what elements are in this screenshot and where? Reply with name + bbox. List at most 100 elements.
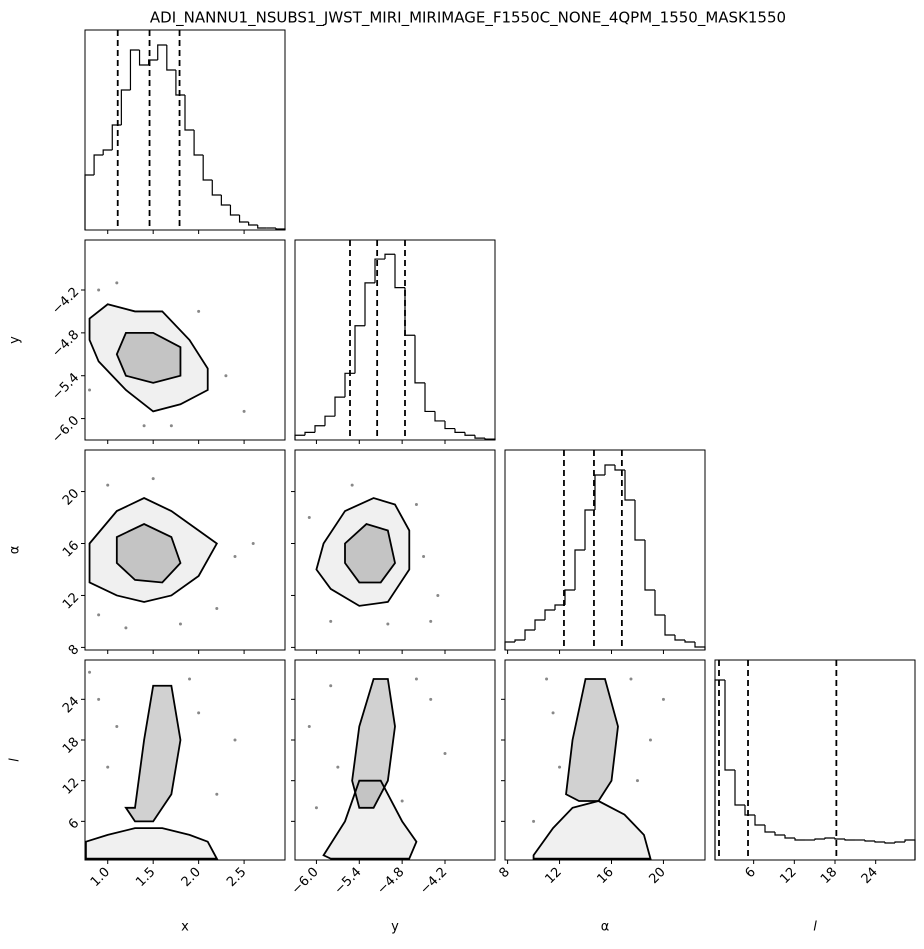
hist-bin [864,840,875,842]
x-tick-label: 24 [859,865,881,887]
x-tick-label: 16 [594,865,616,887]
hist-bin [874,841,885,843]
hist-bin [834,838,845,840]
hist-bin [664,615,675,636]
sample-point [233,738,237,742]
sample-point [400,799,404,803]
hist-bin [354,325,365,374]
sample-point [106,483,110,487]
hist-bin [504,641,515,650]
sample-point [178,622,182,626]
hist-bin [394,254,405,289]
hist-bin [324,415,335,426]
sample-point [242,409,246,413]
sample-point [169,424,173,428]
hist-bin [754,815,765,826]
hist-bin [175,70,185,96]
hist-bin [544,609,555,620]
panel-frame [294,449,496,651]
hist-bin [594,474,605,510]
x-axis-label: y [391,920,399,935]
hist-bin [211,180,222,196]
sample-point [307,724,311,728]
contour [124,684,182,823]
x-tick-label: 2.5 [224,865,249,890]
hist-bin [120,89,131,125]
hist-bin [374,258,385,283]
sample-point [97,697,101,701]
x-tick-label: −4.2 [417,865,450,898]
hist-bin [129,49,140,90]
hist-bin [434,411,445,422]
x-axis-label: α [601,920,610,935]
y-axis-label: α [8,546,23,555]
hist-bin [744,805,755,816]
hist-bin [304,431,315,436]
sample-point [151,477,155,481]
x-axis-label: x [181,920,189,935]
hist-bin [644,540,655,591]
hist-bin [454,428,465,433]
x-tick-label: 2.0 [179,865,204,890]
x-tick-label: 1.5 [133,865,158,890]
hist-bin [674,635,685,641]
sample-point [88,388,92,392]
sample-point [350,483,354,487]
hist-bin [257,225,267,229]
panel-frame [504,449,706,651]
sample-point [558,765,562,769]
sample-point [429,619,433,623]
hist-bin [634,500,645,541]
contour [85,827,219,860]
hist-bin [148,59,158,65]
y-tick-label: 20 [60,486,82,508]
y-tick-label: 12 [60,775,82,797]
sample-point [661,697,665,701]
panel-frame [84,659,286,861]
contour [115,523,182,584]
y-tick-label: −5.4 [49,370,82,403]
sample-point [336,765,340,769]
hist-bin [784,835,795,839]
panel-frame [504,659,706,861]
hist-bin [184,95,195,131]
hist-bin [93,154,104,175]
x-tick-label: 20 [646,865,668,887]
hist-bin [444,420,455,430]
sample-point [436,593,440,597]
hist-bin [624,470,635,501]
x-tick-label: 8 [496,865,512,881]
hist-bin [334,396,345,417]
hist-bin [220,195,231,206]
hist-bin [904,839,916,860]
contour [565,678,619,802]
sample-point [88,670,92,674]
hist-bin [604,464,615,475]
hist-bin [764,825,775,833]
hist-bin [814,838,825,840]
y-tick-label: 12 [60,590,82,612]
panel-frame [84,239,286,441]
hist-bin [424,382,435,413]
hist-bin [364,282,375,326]
sample-point [215,606,219,610]
contour [88,303,209,413]
sample-point [115,724,119,728]
hist-bin [166,45,176,71]
x-tick-label: 18 [818,865,840,887]
hist-bin [464,432,475,436]
hist-bin [314,425,325,433]
hist-bin [584,509,595,550]
hist-bin [794,838,805,841]
hist-bin [694,642,706,650]
sample-point [106,765,110,769]
sample-point [532,819,536,823]
hist-bin [404,287,415,336]
x-tick-label: 12 [543,865,565,887]
sample-point [97,288,101,292]
y-tick-label: −4.2 [49,285,82,318]
hist-bin [384,253,395,260]
contour [344,523,396,584]
sample-point [551,711,555,715]
